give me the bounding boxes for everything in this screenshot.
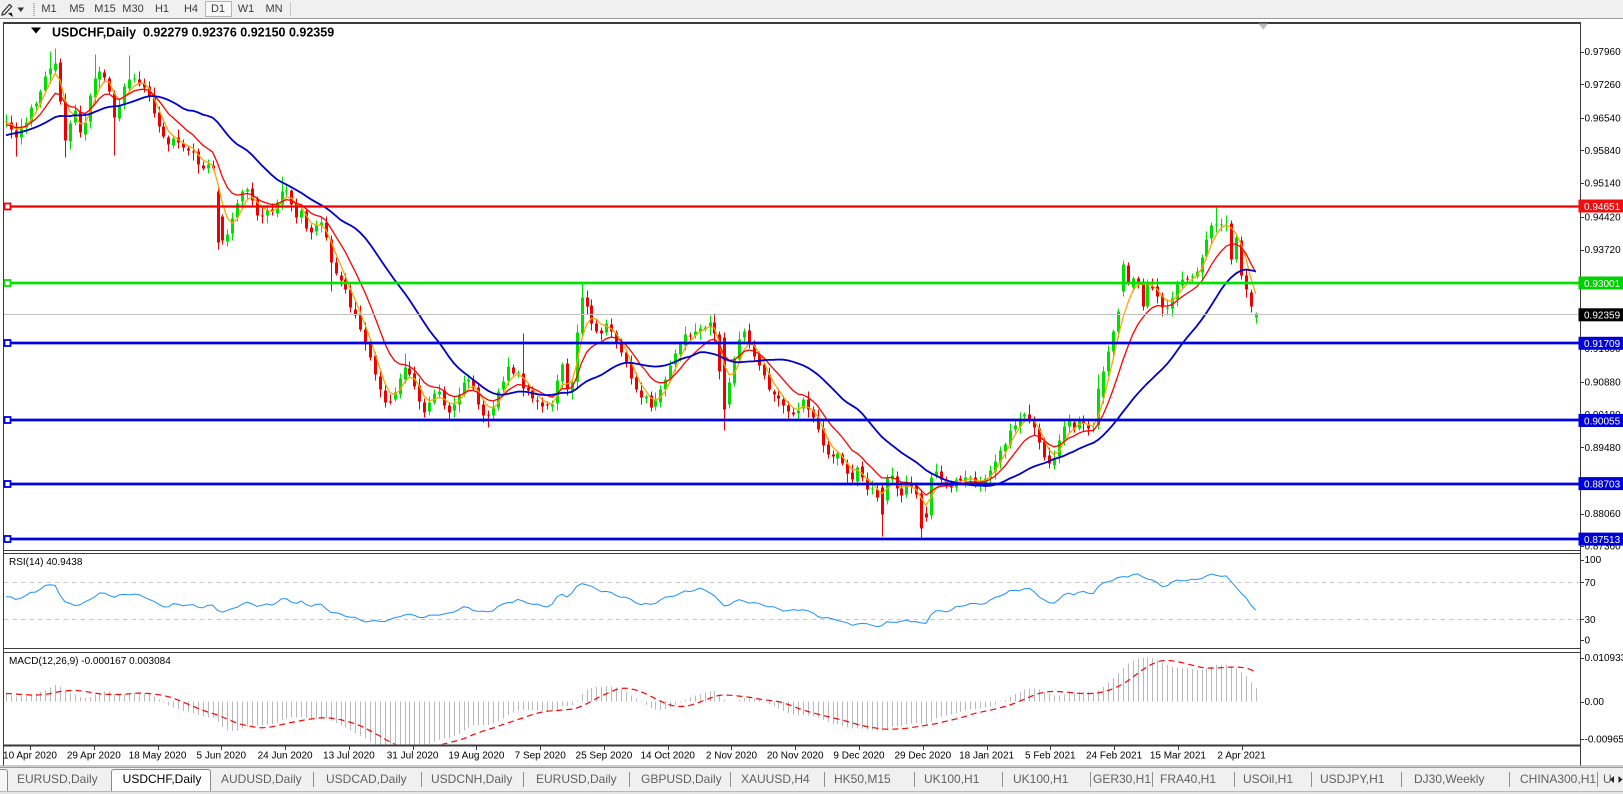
svg-text:0.92359: 0.92359 [1584, 311, 1621, 322]
svg-text:0.00: 0.00 [1585, 697, 1605, 708]
svg-text:0.95840: 0.95840 [1585, 146, 1622, 157]
svg-text:9 Dec 2020: 9 Dec 2020 [833, 751, 885, 762]
svg-text:MACD(12,26,9) -0.000167 0.0030: MACD(12,26,9) -0.000167 0.003084 [9, 656, 171, 667]
svg-text:0.88060: 0.88060 [1585, 509, 1622, 520]
svg-text:0.94651: 0.94651 [1584, 202, 1621, 213]
svg-text:0.97960: 0.97960 [1585, 47, 1622, 58]
svg-text:2 Apr 2021: 2 Apr 2021 [1217, 751, 1266, 762]
svg-text:13 Jul 2020: 13 Jul 2020 [323, 751, 375, 762]
svg-text:0.96540: 0.96540 [1585, 113, 1622, 124]
svg-text:24 Feb 2021: 24 Feb 2021 [1086, 751, 1143, 762]
svg-text:29 Apr 2020: 29 Apr 2020 [67, 751, 121, 762]
svg-text:5 Feb 2021: 5 Feb 2021 [1025, 751, 1076, 762]
svg-text:-0.009653: -0.009653 [1585, 734, 1623, 745]
svg-text:30: 30 [1585, 615, 1597, 626]
svg-text:25 Sep 2020: 25 Sep 2020 [576, 751, 633, 762]
svg-text:0.010933: 0.010933 [1585, 653, 1623, 664]
svg-text:29 Dec 2020: 29 Dec 2020 [894, 751, 951, 762]
svg-text:18 Jan 2021: 18 Jan 2021 [959, 751, 1014, 762]
svg-text:100: 100 [1585, 555, 1602, 566]
svg-text:7 Sep 2020: 7 Sep 2020 [515, 751, 567, 762]
svg-text:0.89480: 0.89480 [1585, 443, 1622, 454]
svg-text:31 Jul 2020: 31 Jul 2020 [387, 751, 439, 762]
svg-text:14 Oct 2020: 14 Oct 2020 [640, 751, 695, 762]
svg-text:0.87513: 0.87513 [1584, 535, 1621, 546]
svg-text:RSI(14) 40.9438: RSI(14) 40.9438 [9, 557, 83, 568]
svg-text:5 Jun 2020: 5 Jun 2020 [197, 751, 247, 762]
svg-text:10 Apr 2020: 10 Apr 2020 [3, 751, 57, 762]
svg-text:70: 70 [1585, 578, 1597, 589]
svg-text:0.93001: 0.93001 [1584, 279, 1621, 290]
svg-text:0.87360: 0.87360 [1585, 542, 1622, 553]
svg-text:19 Aug 2020: 19 Aug 2020 [448, 751, 505, 762]
svg-text:0.94420: 0.94420 [1585, 212, 1622, 223]
svg-text:0: 0 [1585, 636, 1591, 647]
svg-text:0.93720: 0.93720 [1585, 245, 1622, 256]
svg-text:0.91709: 0.91709 [1584, 339, 1621, 350]
svg-text:0.97260: 0.97260 [1585, 80, 1622, 91]
svg-text:0.90880: 0.90880 [1585, 378, 1622, 389]
svg-text:0.95140: 0.95140 [1585, 179, 1622, 190]
svg-text:24 Jun 2020: 24 Jun 2020 [258, 751, 313, 762]
svg-text:2 Nov 2020: 2 Nov 2020 [706, 751, 758, 762]
svg-text:USDCHF,Daily 0.92279 0.92376: USDCHF,Daily 0.92279 0.92376 0.92150 0.9… [52, 26, 334, 40]
svg-text:0.90055: 0.90055 [1584, 416, 1621, 427]
svg-text:15 Mar 2021: 15 Mar 2021 [1150, 751, 1207, 762]
svg-text:0.88703: 0.88703 [1584, 479, 1621, 490]
svg-text:18 May 2020: 18 May 2020 [129, 751, 187, 762]
svg-text:20 Nov 2020: 20 Nov 2020 [767, 751, 824, 762]
